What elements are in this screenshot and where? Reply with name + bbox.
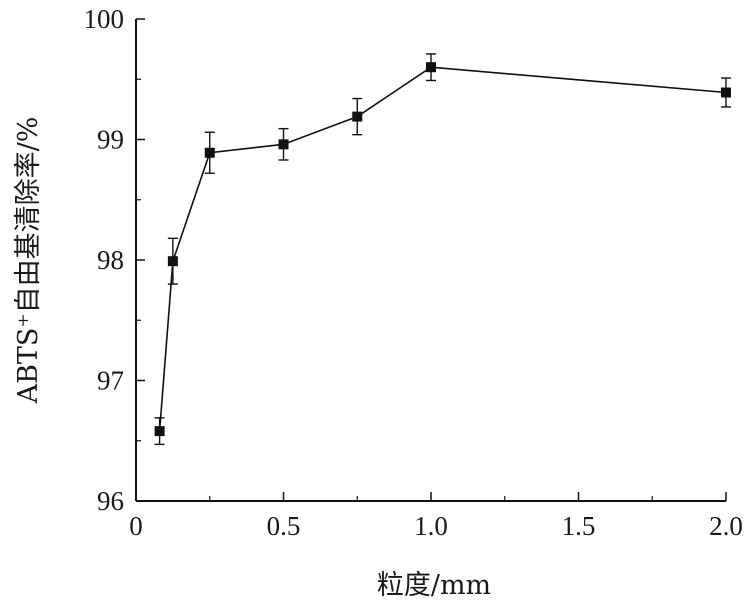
ticks: 96 97 98 99 100 0 0.5 1.0 1.5 2.0 (84, 4, 743, 541)
data-point (167, 256, 178, 267)
y-tick-label: 99 (97, 125, 124, 155)
x-tick-label: 1.0 (414, 511, 448, 541)
x-tick-label: 2.0 (709, 511, 743, 541)
x-axis-title: 粒度/mm (377, 570, 491, 601)
y-tick-label: 98 (97, 245, 124, 275)
data-point (352, 111, 363, 122)
x-tick-label: 1.5 (562, 511, 596, 541)
x-tick-label: 0 (129, 511, 143, 541)
y-tick-label: 97 (97, 366, 124, 396)
data-point (278, 139, 289, 150)
y-tick-label: 100 (84, 4, 125, 34)
axes (135, 19, 726, 502)
x-tick-label: 0.5 (267, 511, 301, 541)
y-tick-label: 96 (97, 486, 124, 516)
series (154, 53, 731, 446)
series-line (158, 66, 727, 432)
y-axis-title: ABTS⁺自由基清除率/% (13, 117, 44, 405)
data-point (204, 147, 215, 158)
data-point (721, 87, 731, 98)
data-point (154, 426, 165, 437)
data-point (426, 62, 436, 73)
